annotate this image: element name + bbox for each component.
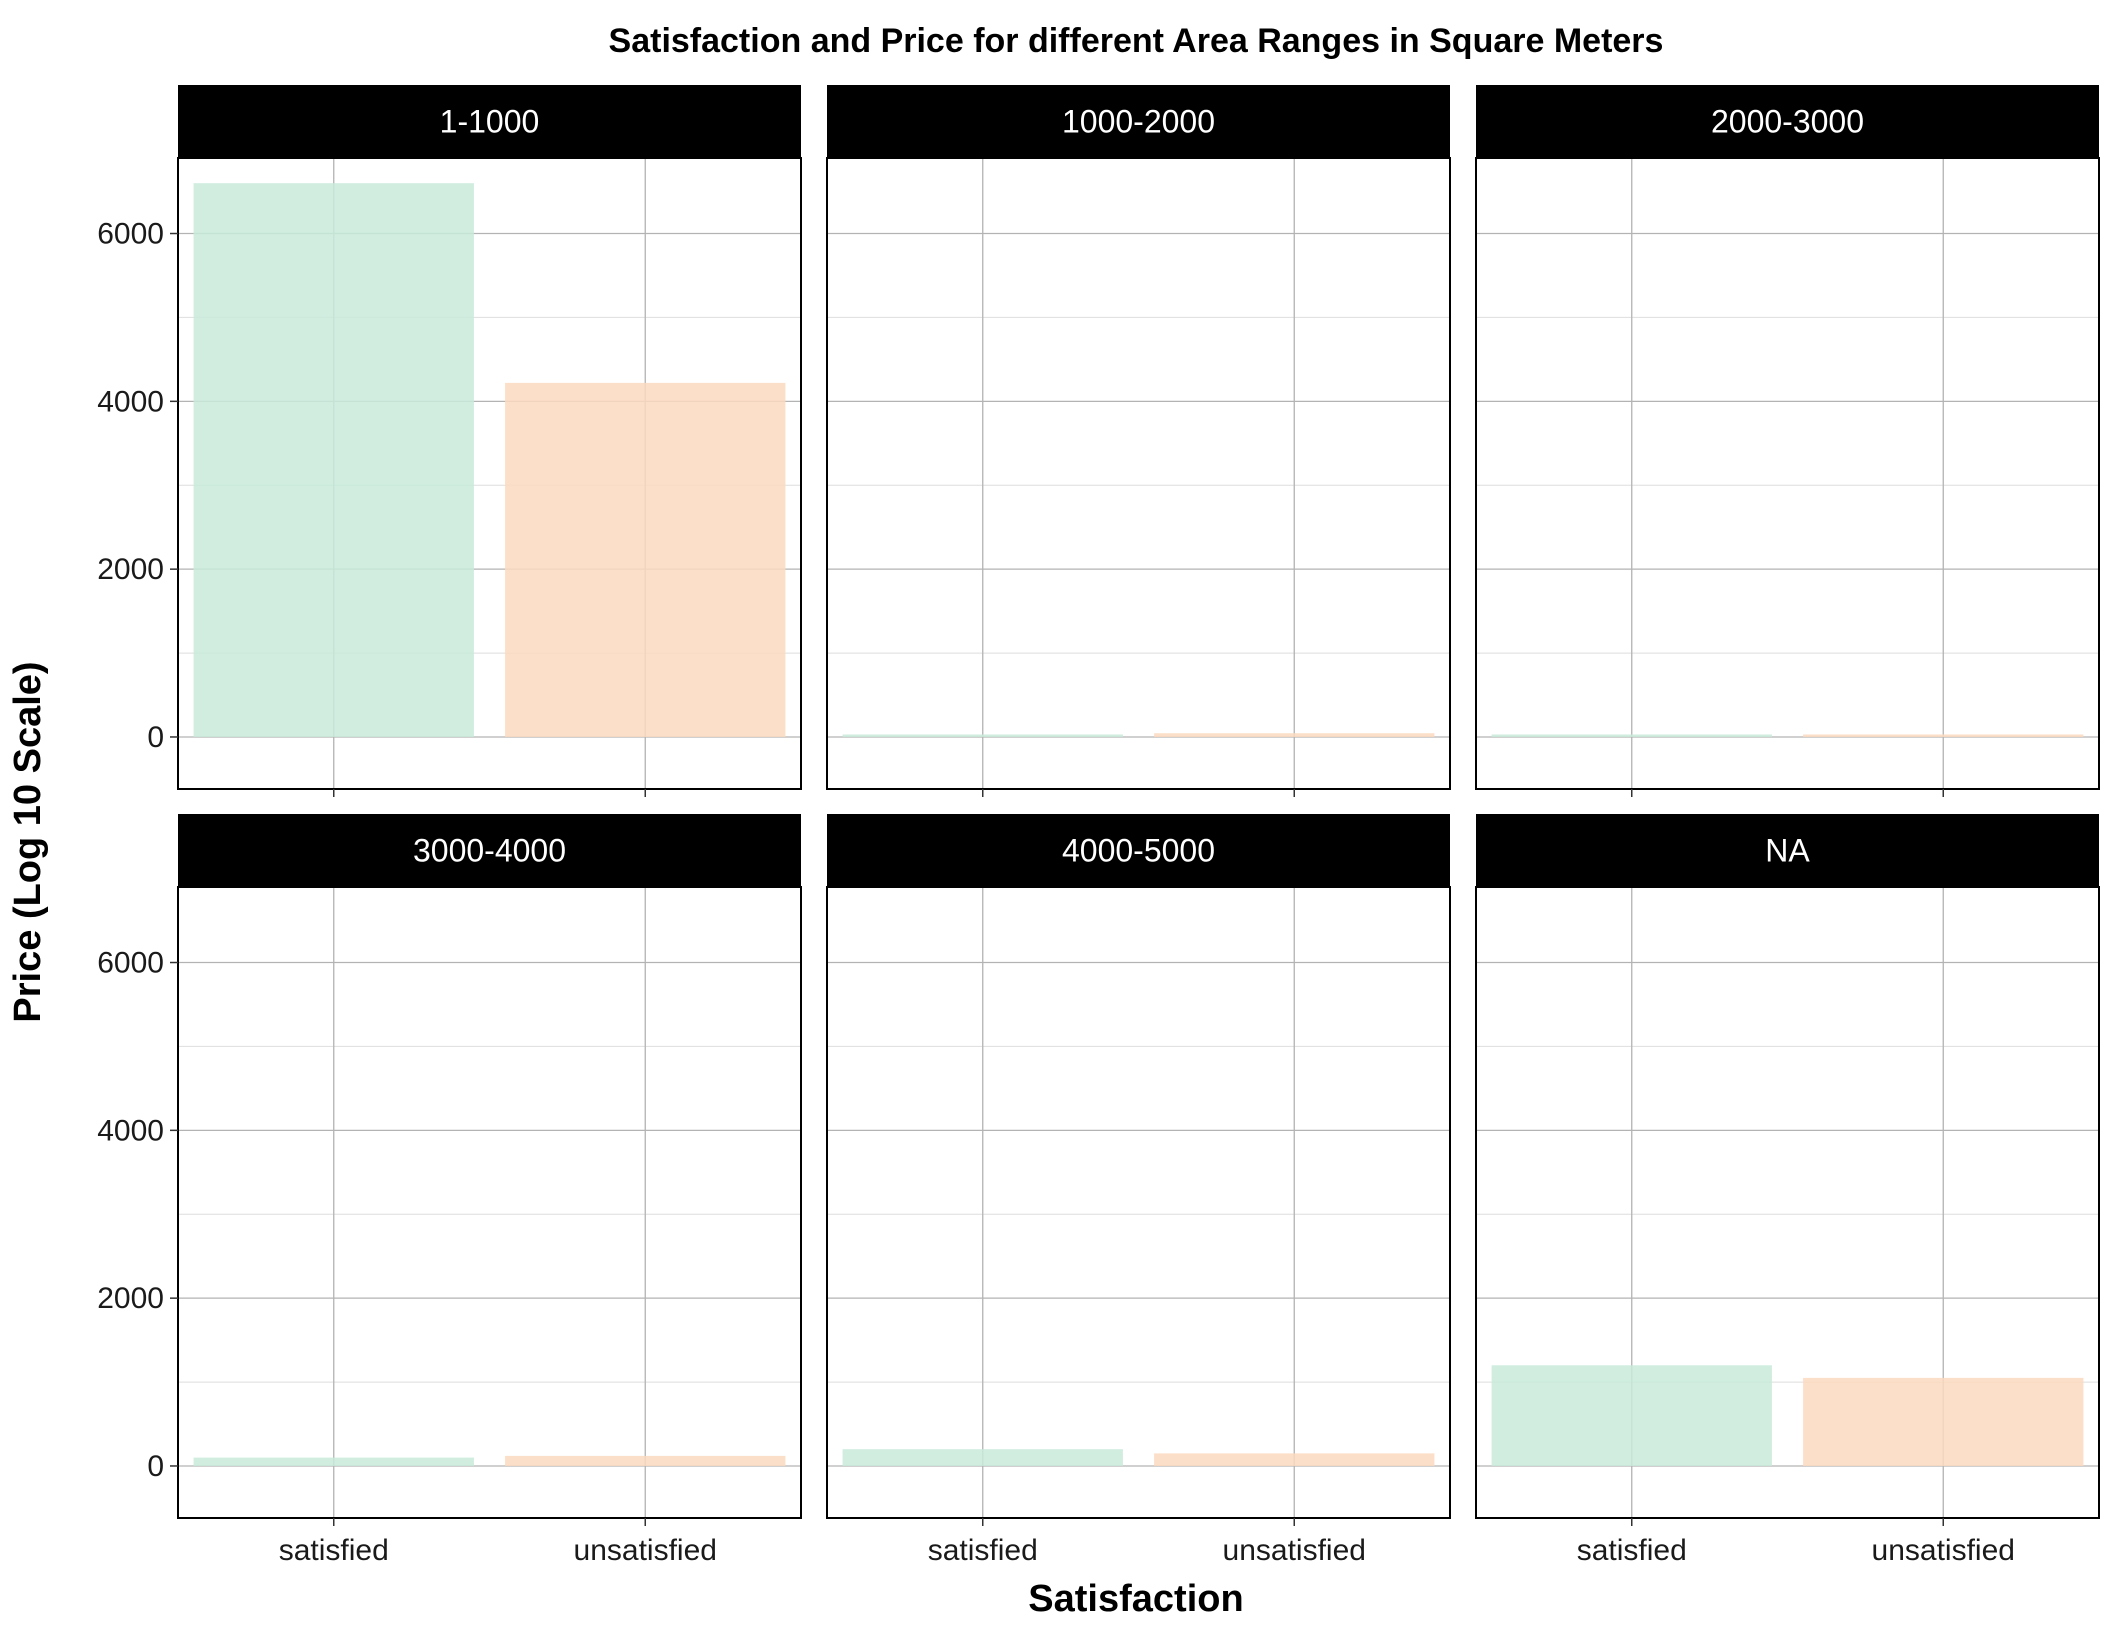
facet-strip-label: 1-1000 xyxy=(440,104,540,140)
y-tick-label: 4000 xyxy=(97,385,164,418)
y-tick-label: 0 xyxy=(147,1450,164,1483)
bar-satisfied xyxy=(1491,734,1772,737)
chart-title: Satisfaction and Price for different Are… xyxy=(609,22,1664,60)
facet-strip xyxy=(178,814,801,887)
facet-panel: NA satisfied unsatisfied xyxy=(1475,814,2100,1567)
bar-satisfied xyxy=(193,183,474,737)
facet-panel: 1-1000 0 2000 4000 6000 xyxy=(97,85,802,797)
bar-unsatisfied xyxy=(505,382,786,737)
facet-strip-label: 3000-4000 xyxy=(413,833,566,869)
facet-panel: 1000-2000 xyxy=(826,85,1451,797)
facet-strip xyxy=(1476,85,2099,158)
panel-border xyxy=(826,157,1451,790)
bar-unsatisfied xyxy=(1154,1453,1435,1466)
x-tick-label: satisfied xyxy=(928,1534,1038,1567)
y-tick-label: 6000 xyxy=(97,218,164,251)
x-tick-label: satisfied xyxy=(1577,1534,1687,1567)
facet-panel: 2000-3000 xyxy=(1475,85,2100,797)
facet-strip-label: NA xyxy=(1765,833,1810,869)
x-tick-label: satisfied xyxy=(279,1534,389,1567)
y-tick-label: 0 xyxy=(147,721,164,754)
y-tick-label: 4000 xyxy=(97,1114,164,1147)
bar-unsatisfied xyxy=(1803,1377,2084,1466)
panel-border xyxy=(177,157,802,790)
bar-unsatisfied xyxy=(505,1455,786,1466)
bar-unsatisfied xyxy=(1154,733,1435,737)
facet-strip xyxy=(827,814,1450,887)
bar-unsatisfied xyxy=(1803,734,2084,737)
facet-strip xyxy=(1476,814,2099,887)
bar-satisfied xyxy=(842,1449,1123,1466)
facet-strip xyxy=(827,85,1450,158)
facet-strip-label: 2000-3000 xyxy=(1711,104,1864,140)
x-tick-label: unsatisfied xyxy=(574,1534,717,1567)
bar-satisfied xyxy=(842,734,1123,737)
facets-layer: 1-1000 0 2000 4000 6000 1000-2000 2000-3000 300… xyxy=(97,85,2100,1567)
panel-border xyxy=(177,886,802,1519)
x-tick-label: unsatisfied xyxy=(1872,1534,2015,1567)
bar-satisfied xyxy=(193,1457,474,1466)
x-axis-title: Satisfaction xyxy=(1028,1578,1243,1620)
y-tick-label: 6000 xyxy=(97,947,164,980)
facet-strip-label: 4000-5000 xyxy=(1062,833,1215,869)
panel-border xyxy=(826,886,1451,1519)
facet-panel: 4000-5000 satisfied unsatisfied xyxy=(826,814,1451,1567)
y-tick-label: 2000 xyxy=(97,1282,164,1315)
panel-border xyxy=(1475,157,2100,790)
bar-satisfied xyxy=(1491,1365,1772,1466)
x-tick-label: unsatisfied xyxy=(1223,1534,1366,1567)
facet-panel: 3000-4000 0 2000 4000 6000 satisfied unsatisfi… xyxy=(97,814,802,1567)
facet-strip xyxy=(178,85,801,158)
facet-strip-label: 1000-2000 xyxy=(1062,104,1215,140)
panel-border xyxy=(1475,886,2100,1519)
y-axis-title: Price (Log 10 Scale) xyxy=(7,661,49,1022)
y-tick-label: 2000 xyxy=(97,553,164,586)
